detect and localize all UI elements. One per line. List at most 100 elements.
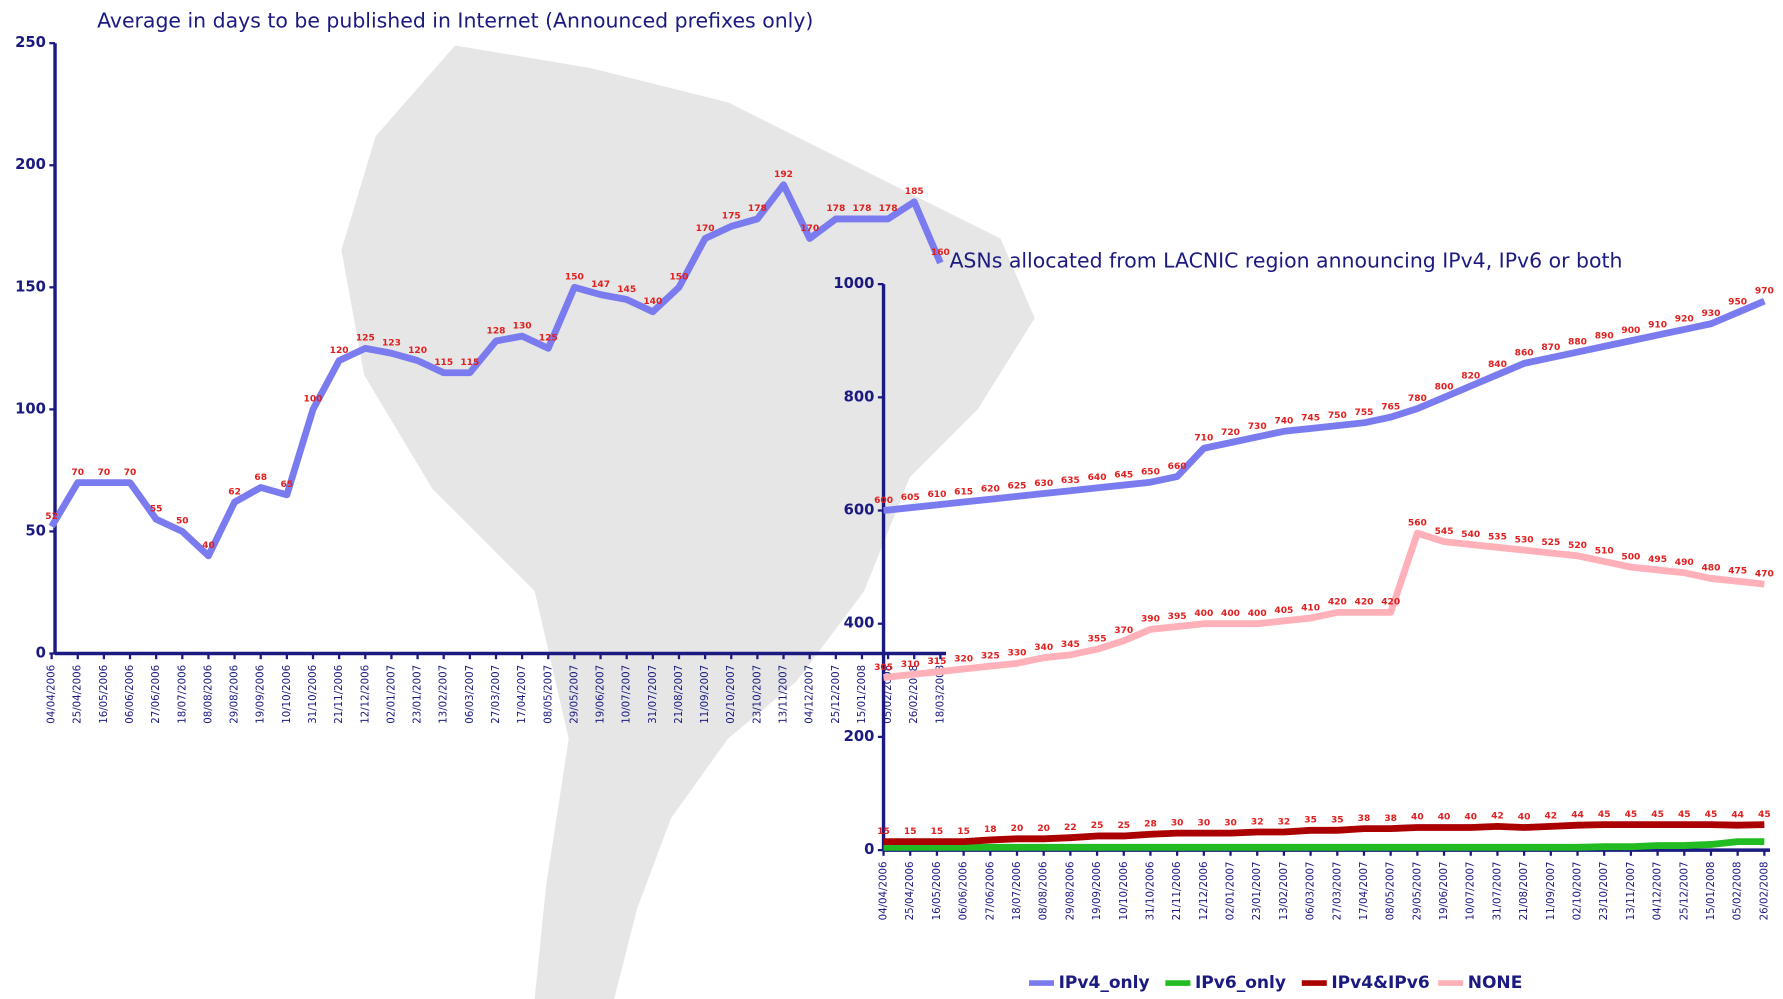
- x-tick-label: 08/08/2006: [203, 665, 214, 724]
- data-label: 42: [1491, 812, 1504, 822]
- data-label: 170: [800, 224, 819, 234]
- data-label: 30: [1224, 818, 1237, 828]
- data-label: 765: [1381, 402, 1400, 412]
- y-tick-label: 100: [15, 400, 46, 417]
- x-tick-label: 04/04/2006: [47, 665, 58, 724]
- data-label: 160: [931, 248, 950, 258]
- data-label: 32: [1251, 817, 1264, 827]
- x-tick-label: 11/09/2007: [1546, 861, 1557, 920]
- chart-title: Average in days to be published in Inter…: [97, 9, 813, 33]
- x-tick-label: 06/03/2007: [465, 665, 476, 724]
- y-tick-label: 250: [15, 34, 46, 51]
- data-label: 62: [228, 487, 241, 497]
- data-label: 125: [356, 334, 375, 344]
- x-tick-label: 06/06/2006: [125, 665, 136, 724]
- x-tick-label: 04/12/2007: [805, 665, 816, 724]
- data-label: 410: [1301, 603, 1320, 613]
- data-label: 123: [382, 338, 401, 348]
- data-label: 45: [1758, 810, 1771, 820]
- data-label: 740: [1274, 417, 1293, 427]
- series-line: [883, 529, 1765, 681]
- data-label: 28: [1144, 820, 1157, 830]
- data-label: 45: [1625, 810, 1638, 820]
- data-label: 115: [434, 358, 453, 368]
- x-tick-label: 06/03/2007: [1306, 861, 1317, 920]
- data-label: 45: [1651, 810, 1664, 820]
- data-label: 70: [98, 468, 111, 478]
- data-label: 600: [874, 496, 893, 506]
- series-line: [48, 181, 944, 560]
- chart-title: ASNs allocated from LACNIC region announ…: [949, 248, 1622, 272]
- x-tick-label: 19/09/2006: [1092, 861, 1103, 920]
- data-label: 70: [71, 468, 84, 478]
- data-label: 500: [1621, 552, 1640, 562]
- data-label: 470: [1755, 569, 1774, 579]
- data-label: 340: [1034, 643, 1053, 653]
- data-label: 755: [1355, 408, 1374, 418]
- series-line: [883, 821, 1765, 846]
- x-tick-label: 15/01/2008: [1706, 861, 1717, 920]
- x-tick-label: 06/06/2006: [959, 861, 970, 920]
- data-label: 400: [1248, 609, 1267, 619]
- data-label: 178: [826, 204, 845, 214]
- data-label: 25: [1117, 821, 1130, 831]
- data-label: 185: [905, 187, 924, 197]
- x-tick-label: 02/10/2007: [726, 665, 737, 724]
- data-label: 15: [904, 827, 917, 837]
- data-label: 42: [1544, 812, 1557, 822]
- x-tick-label: 12/12/2006: [1199, 861, 1210, 920]
- x-tick-label: 11/09/2007: [700, 665, 711, 724]
- x-tick-label: 18/03/2008: [935, 665, 946, 724]
- data-label: 625: [1008, 482, 1027, 492]
- x-tick-label: 25/12/2007: [1679, 861, 1690, 920]
- data-label: 20: [1037, 824, 1050, 834]
- data-label: 15: [931, 827, 944, 837]
- data-label: 750: [1328, 411, 1347, 421]
- data-label: 100: [304, 395, 323, 405]
- data-label: 910: [1648, 320, 1667, 330]
- data-label: 32: [1278, 817, 1291, 827]
- data-label: 147: [591, 280, 610, 290]
- data-label: 140: [643, 297, 662, 307]
- x-tick-label: 17/04/2007: [517, 665, 528, 724]
- x-tick-label: 18/07/2006: [1012, 861, 1023, 920]
- data-label: 320: [954, 654, 973, 664]
- data-label: 40: [1438, 813, 1451, 823]
- data-label: 970: [1755, 286, 1774, 296]
- data-label: 840: [1488, 360, 1507, 370]
- x-tick-label: 27/06/2006: [985, 861, 996, 920]
- data-label: 630: [1034, 479, 1053, 489]
- x-tick-label: 21/08/2007: [674, 665, 685, 724]
- x-tick-label: 23/10/2007: [1599, 861, 1610, 920]
- x-tick-label: 19/09/2006: [256, 665, 267, 724]
- legend-label: IPv4_only: [1059, 973, 1150, 993]
- data-label: 150: [669, 273, 688, 283]
- data-label: 540: [1461, 530, 1480, 540]
- data-label: 45: [1678, 810, 1691, 820]
- data-label: 635: [1061, 476, 1080, 486]
- data-label: 560: [1408, 518, 1427, 528]
- y-tick-label: 150: [15, 278, 46, 295]
- data-label: 65: [281, 480, 294, 490]
- data-label: 44: [1571, 810, 1584, 820]
- data-label: 20: [1011, 824, 1024, 834]
- data-label: 22: [1064, 823, 1077, 833]
- y-tick-label: 0: [36, 644, 46, 661]
- data-label: 18: [984, 825, 997, 835]
- x-tick-label: 27/03/2007: [491, 665, 502, 724]
- x-tick-label: 19/06/2007: [596, 665, 607, 724]
- data-label: 710: [1194, 434, 1213, 444]
- data-label: 30: [1198, 818, 1211, 828]
- data-label: 178: [852, 204, 871, 214]
- data-label: 610: [927, 490, 946, 500]
- data-label: 420: [1355, 598, 1374, 608]
- data-label: 390: [1141, 615, 1160, 625]
- map-background: [341, 45, 1035, 999]
- data-label: 45: [1705, 810, 1718, 820]
- x-tick-label: 10/10/2006: [1119, 861, 1130, 920]
- x-tick-label: 23/01/2007: [1252, 861, 1263, 920]
- x-tick-label: 25/04/2006: [905, 861, 916, 920]
- data-label: 400: [1194, 609, 1213, 619]
- x-tick-label: 13/02/2007: [439, 665, 450, 724]
- x-tick-label: 04/12/2007: [1653, 861, 1664, 920]
